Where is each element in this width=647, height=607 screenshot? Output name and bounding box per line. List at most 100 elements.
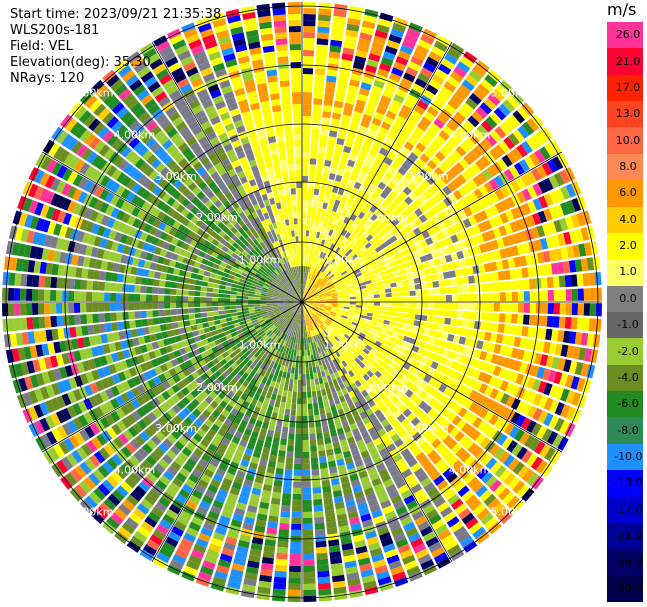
range-gate — [454, 503, 468, 515]
range-gate — [104, 312, 111, 322]
range-gate — [302, 302, 307, 307]
range-gate — [265, 410, 273, 418]
range-gate — [389, 235, 398, 243]
range-gate — [487, 292, 494, 302]
range-gate — [481, 362, 491, 373]
range-gate — [457, 407, 468, 418]
range-gate — [312, 282, 318, 288]
range-gate — [254, 297, 261, 300]
range-gate — [382, 543, 396, 553]
range-gate — [104, 292, 111, 302]
range-gate — [311, 236, 316, 244]
range-gate — [551, 234, 560, 248]
range-gate — [562, 260, 571, 274]
range-gate — [311, 281, 317, 288]
range-gate — [286, 451, 294, 458]
range-gate — [325, 234, 331, 242]
range-gate — [318, 352, 324, 359]
range-gate — [425, 508, 439, 520]
range-gate — [436, 415, 447, 426]
range-gate — [272, 588, 286, 596]
range-gate — [200, 297, 207, 302]
range-gate — [305, 292, 310, 298]
range-gate — [176, 308, 183, 315]
range-gate — [260, 299, 267, 302]
range-gate — [355, 299, 362, 302]
range-gate — [333, 281, 340, 286]
range-gate — [297, 385, 302, 392]
range-gate — [306, 343, 310, 350]
range-gate — [495, 506, 509, 520]
range-gate — [298, 313, 301, 320]
range-gate — [487, 498, 501, 511]
range-gate — [443, 81, 457, 93]
range-gate — [407, 278, 415, 285]
range-gate — [521, 450, 533, 464]
range-gate — [378, 366, 386, 374]
range-gate — [470, 163, 482, 175]
range-gate — [32, 316, 40, 330]
range-gate — [328, 274, 335, 280]
range-gate — [348, 442, 358, 451]
range-gate — [341, 419, 349, 428]
range-gate — [292, 487, 302, 494]
range-gate — [308, 331, 312, 338]
range-gate — [306, 373, 310, 380]
range-gate — [262, 447, 271, 455]
range-gate — [361, 291, 368, 296]
range-gate — [299, 337, 302, 344]
range-gate — [110, 312, 117, 322]
range-gate — [395, 458, 406, 468]
range-gate — [308, 311, 313, 318]
range-gate — [408, 337, 416, 345]
range-gate — [214, 319, 221, 325]
range-gate — [523, 302, 530, 313]
range-gate — [548, 175, 560, 189]
range-gate — [320, 324, 326, 330]
range-gate — [355, 338, 363, 345]
range-gate — [26, 288, 33, 301]
range-gate — [384, 136, 395, 146]
range-gate — [359, 332, 367, 338]
range-gate — [431, 139, 442, 150]
range-gate — [309, 318, 313, 324]
range-gate — [188, 308, 195, 314]
range-gate — [303, 278, 306, 285]
range-gate — [391, 332, 399, 339]
range-gate — [305, 361, 309, 368]
range-gate — [293, 337, 297, 344]
range-gate — [306, 224, 310, 231]
range-gate — [491, 271, 499, 282]
range-gate — [420, 116, 432, 127]
range-gate — [258, 433, 266, 441]
range-gate — [434, 166, 445, 177]
range-gate — [315, 256, 320, 263]
range-gate — [297, 313, 300, 320]
range-gate — [566, 245, 575, 259]
range-gate — [384, 458, 395, 468]
range-gate — [318, 594, 333, 602]
range-gate — [294, 457, 302, 464]
range-gate — [456, 174, 467, 185]
range-gate — [452, 260, 461, 269]
range-gate — [371, 317, 379, 322]
range-gate — [490, 239, 499, 250]
range-gate — [417, 520, 431, 532]
range-gate — [309, 433, 316, 440]
range-gate — [414, 173, 425, 183]
range-gate — [499, 345, 508, 356]
range-gate — [458, 84, 471, 97]
range-gate — [404, 120, 416, 131]
range-gate — [276, 546, 289, 554]
range-gate — [357, 93, 368, 102]
range-gate — [343, 380, 350, 388]
range-gate — [326, 75, 337, 83]
range-gate — [317, 270, 322, 277]
range-gate — [485, 475, 498, 488]
range-gate — [350, 522, 362, 531]
range-gate — [340, 270, 348, 276]
range-gate — [50, 315, 58, 328]
range-gate — [311, 390, 317, 398]
range-gate — [433, 203, 443, 214]
range-gate — [501, 154, 513, 168]
